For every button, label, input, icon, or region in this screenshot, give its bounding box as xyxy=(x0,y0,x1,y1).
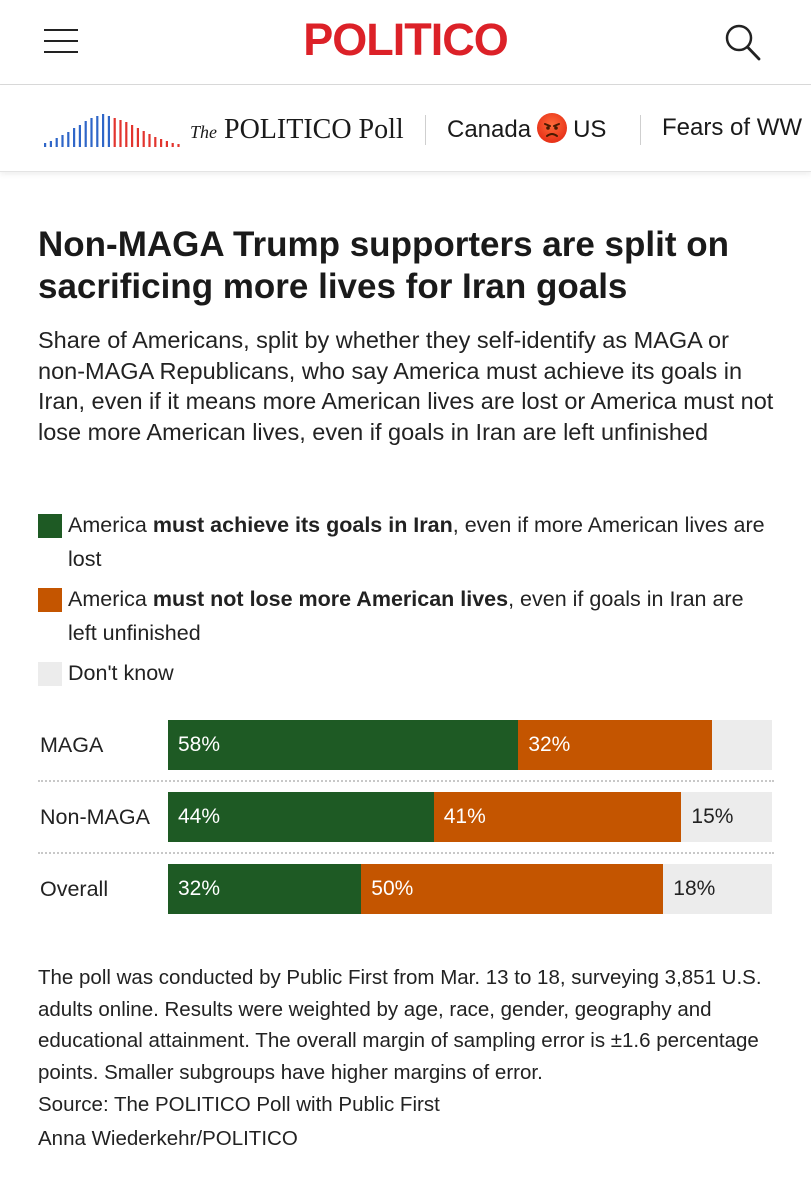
chart-notes: The poll was conducted by Public First f… xyxy=(38,962,778,1156)
data-label: 32% xyxy=(528,733,571,756)
nav-divider xyxy=(640,115,641,145)
data-label: 50% xyxy=(371,877,414,900)
legend-text-pre: Don't know xyxy=(68,661,174,685)
bar-track: 32% 50% 18% xyxy=(168,864,772,914)
data-label: 41% xyxy=(443,805,486,828)
bar-segment xyxy=(168,720,519,770)
data-label: 18% xyxy=(673,877,716,900)
legend-text-post: , even if more American lives are lost xyxy=(68,513,765,571)
bar-segment xyxy=(361,864,664,914)
legend-text-post: , even if goals in Iran are left unfinis… xyxy=(68,587,744,645)
legend-item-achieve-goals: America must achieve its goals in Iran, … xyxy=(38,508,778,576)
poll-bar xyxy=(49,141,52,147)
bar-track: 58% 32% xyxy=(168,720,772,770)
bar-segment xyxy=(518,720,712,770)
poll-bar xyxy=(160,139,163,147)
nav-link-canada-us[interactable]: Canada US xyxy=(447,113,606,145)
sub-navigation: The POLITICO Poll Canada US Fears of WW xyxy=(0,85,811,172)
data-label: 44% xyxy=(178,805,221,828)
bar-track: 44% 41% 15% xyxy=(168,792,772,842)
poll-bar xyxy=(119,120,122,147)
poll-bar xyxy=(90,118,93,147)
row-label: Non-MAGA xyxy=(40,805,150,829)
row-label: Overall xyxy=(40,877,109,901)
poll-bar xyxy=(102,114,105,147)
row-divider xyxy=(38,780,774,782)
poll-logo-text: The POLITICO Poll xyxy=(190,115,404,147)
poll-bar xyxy=(67,132,70,147)
legend-item-not-lose-lives: America must not lose more American live… xyxy=(38,582,778,650)
poll-bar xyxy=(171,143,174,147)
poll-bar xyxy=(73,128,76,147)
poll-bar xyxy=(142,131,145,147)
poll-bar xyxy=(78,125,81,147)
nav-link-us-text: US xyxy=(573,116,607,143)
legend-text-pre: America xyxy=(68,513,153,537)
poll-bar xyxy=(96,116,99,147)
legend-text-bold: must not lose more American lives xyxy=(152,587,509,611)
source-note: Source: The POLITICO Poll with Public Fi… xyxy=(38,1093,440,1116)
legend-swatch-achieve xyxy=(38,514,62,538)
angry-face-icon xyxy=(537,113,568,143)
top-bar: POLITICO xyxy=(0,0,811,85)
poll-bar xyxy=(113,118,116,147)
row-divider xyxy=(38,852,774,854)
row-label: MAGA xyxy=(40,733,104,757)
chart-subtitle: Share of Americans, split by whether the… xyxy=(38,327,774,445)
data-label: 15% xyxy=(691,805,734,828)
poll-bar xyxy=(154,137,157,147)
data-label: 58% xyxy=(178,733,221,756)
chart-legend: America must achieve its goals in Iran, … xyxy=(38,508,778,690)
poll-bar xyxy=(55,138,58,147)
poll-bar xyxy=(165,141,168,147)
poll-bar xyxy=(177,144,180,147)
poll-logo-the: The xyxy=(190,122,217,142)
legend-text-pre: America xyxy=(68,587,153,611)
poll-bar xyxy=(107,116,110,147)
politico-logo[interactable]: POLITICO xyxy=(303,14,509,65)
stacked-bar-chart: MAGA 58% 32% Non-MAGA 44% 41% 15% Overall 32% 50%… xyxy=(38,720,774,920)
nav-link-canada-text: Canada xyxy=(447,116,532,143)
legend-swatch-dont-know xyxy=(38,662,62,686)
search-icon[interactable] xyxy=(722,22,762,62)
legend-swatch-not-lose xyxy=(38,588,62,612)
methodology-note: The poll was conducted by Public First f… xyxy=(38,966,762,1084)
poll-bar xyxy=(131,125,134,147)
bar-segment xyxy=(168,864,362,914)
poll-bar xyxy=(61,135,64,147)
poll-logo-name: POLITICO Poll xyxy=(224,114,404,145)
poll-bar xyxy=(44,143,47,147)
bar-segment xyxy=(168,792,434,842)
chart-title: Non-MAGA Trump supporters are split on s… xyxy=(38,225,729,306)
data-label: 32% xyxy=(178,877,221,900)
politico-poll-logo[interactable]: The POLITICO Poll xyxy=(44,113,404,147)
bar-segment xyxy=(433,792,682,842)
credit-note: Anna Wiederkehr/POLITICO xyxy=(38,1127,298,1150)
poll-bar xyxy=(125,122,128,147)
poll-bars-icon xyxy=(44,114,180,147)
nav-link-fears-of-ww[interactable]: Fears of WW xyxy=(662,114,803,141)
legend-item-dont-know: Don't know xyxy=(38,656,778,690)
legend-text-bold: must achieve its goals in Iran xyxy=(152,513,453,537)
poll-bar xyxy=(84,121,87,147)
poll-bar xyxy=(148,134,151,147)
poll-bar xyxy=(136,128,139,147)
hamburger-menu-icon[interactable] xyxy=(44,28,78,54)
nav-divider xyxy=(425,115,426,145)
